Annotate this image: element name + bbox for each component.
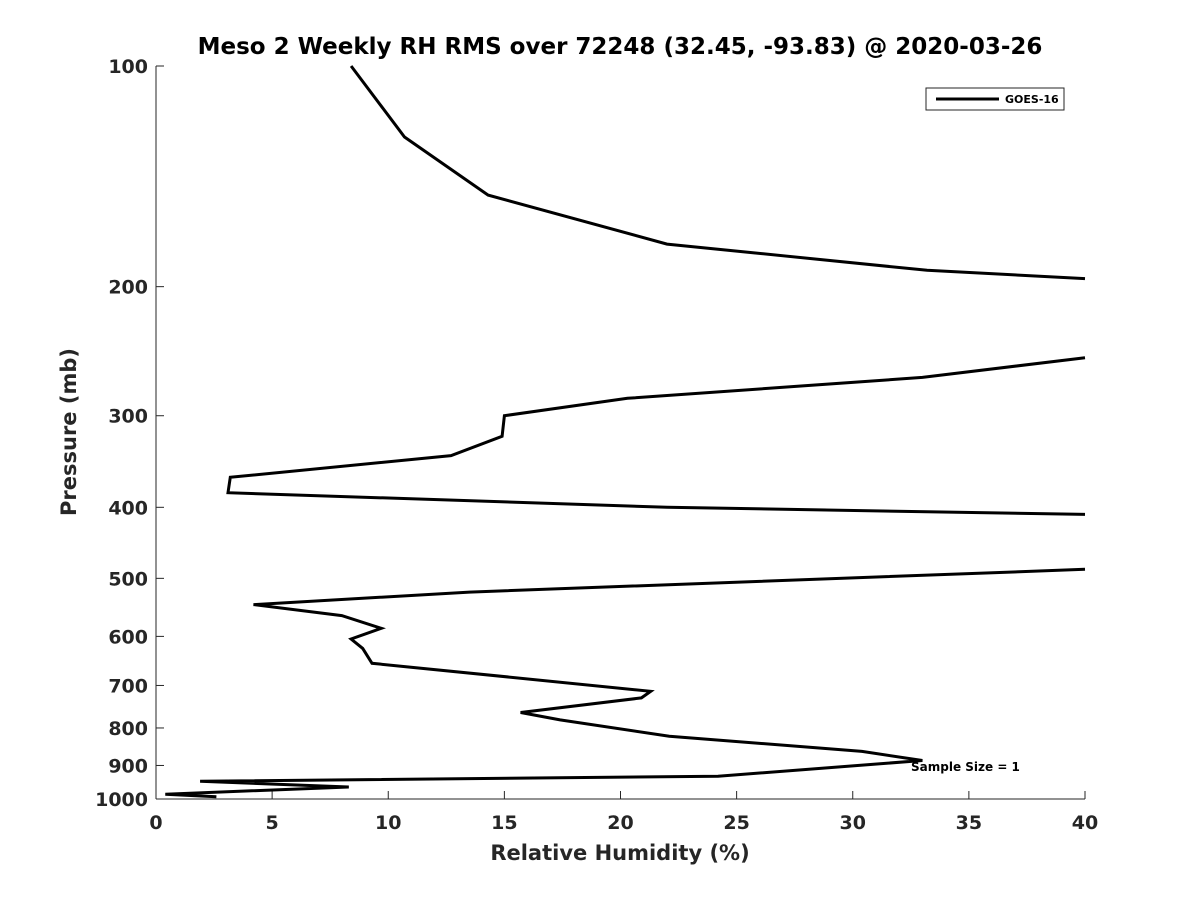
x-tick-label: 35 [956, 812, 982, 834]
y-tick-label: 600 [108, 626, 148, 648]
legend: GOES-16 [925, 87, 1065, 111]
y-tick-label: 800 [108, 718, 148, 740]
y-tick-label: 900 [108, 755, 148, 777]
sample-size-annotation: Sample Size = 1 [911, 760, 1020, 774]
legend-label-goes-16: GOES-16 [1005, 93, 1059, 106]
x-axis-ticks: 0 5 10 15 20 25 30 35 40 [149, 791, 1098, 834]
y-tick-label: 1000 [95, 789, 148, 811]
x-tick-label: 10 [375, 812, 401, 834]
x-tick-label: 40 [1072, 812, 1098, 834]
x-tick-label: 30 [840, 812, 866, 834]
y-tick-label: 100 [108, 56, 148, 78]
x-tick-label: 15 [491, 812, 517, 834]
y-tick-label: 400 [108, 497, 148, 519]
x-tick-label: 0 [149, 812, 162, 834]
x-tick-label: 25 [723, 812, 749, 834]
y-tick-label: 700 [108, 675, 148, 697]
x-axis-label: Relative Humidity (%) [490, 841, 749, 865]
y-tick-label: 200 [108, 277, 148, 299]
y-axis-ticks: 100 200 300 400 500 600 700 800 900 1000 [95, 56, 164, 811]
y-tick-label: 300 [108, 406, 148, 428]
y-tick-label: 500 [108, 568, 148, 590]
chart-title: Meso 2 Weekly RH RMS over 72248 (32.45, … [198, 34, 1043, 60]
y-axis-label: Pressure (mb) [57, 348, 81, 516]
x-tick-label: 5 [266, 812, 279, 834]
series-line-goes-16 [165, 65, 1086, 799]
x-tick-label: 20 [607, 812, 633, 834]
series-layer [165, 65, 1086, 799]
